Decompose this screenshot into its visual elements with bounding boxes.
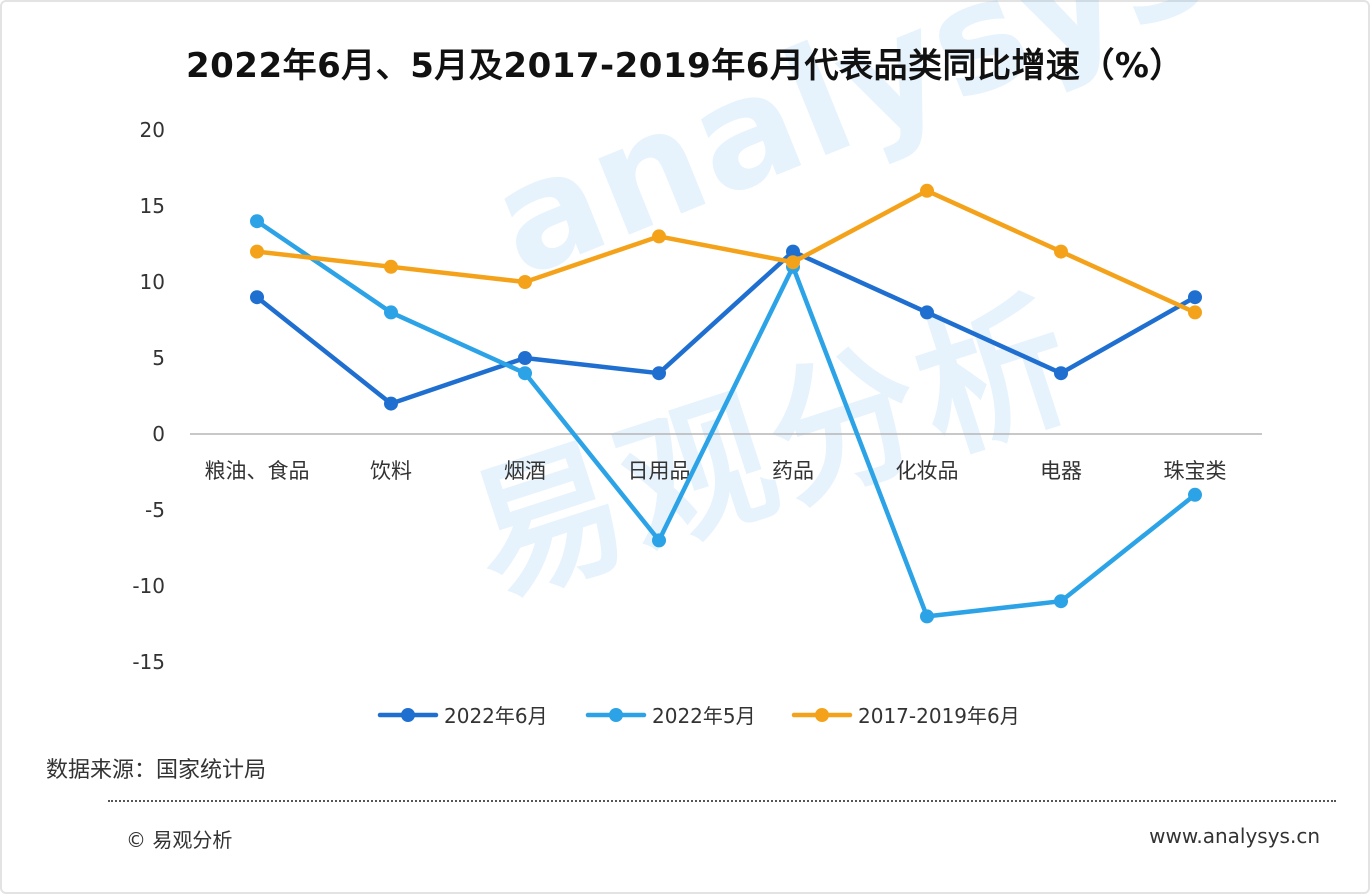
series-line-2: [254, 218, 1198, 619]
series-3-point: [786, 255, 800, 270]
series-1-point: [652, 366, 666, 381]
series-3-point: [250, 244, 264, 259]
series-1-point: [1188, 290, 1202, 305]
legend-swatch-point: [815, 708, 829, 722]
website-link[interactable]: www.analysys.cn: [1149, 824, 1320, 848]
y-tick-label: -15: [132, 650, 165, 674]
series-2-point: [250, 214, 264, 229]
series-2-point: [920, 609, 934, 624]
x-tick-label: 烟酒: [504, 459, 546, 483]
x-tick-label: 药品: [772, 459, 814, 483]
y-tick-label: 15: [140, 194, 165, 218]
chart-title: 2022年6月、5月及2017-2019年6月代表品类同比增速（%）: [185, 46, 1185, 86]
series-2-point: [652, 533, 666, 548]
y-tick-label: 0: [152, 422, 165, 446]
y-tick-label: 10: [140, 270, 165, 294]
x-tick-label: 日用品: [628, 459, 691, 483]
series-2-point: [518, 366, 532, 381]
series-line-3: [254, 188, 1198, 315]
series-3-point: [518, 275, 532, 289]
legend-label: 2022年6月: [444, 704, 548, 728]
series-2-point: [384, 305, 398, 320]
series-1-point: [384, 396, 398, 411]
copyright: © 易观分析: [126, 828, 233, 852]
series-3-point: [1188, 305, 1202, 320]
footer-divider: [108, 800, 1336, 802]
legend-swatch-point: [609, 708, 623, 722]
series-1-point: [920, 305, 934, 320]
x-tick-label: 饮料: [370, 459, 412, 483]
legend-swatch-point: [401, 708, 415, 722]
series-3-point: [920, 183, 934, 198]
x-tick-label: 电器: [1040, 459, 1082, 483]
x-tick-label: 粮油、食品: [205, 459, 310, 483]
series-3-point: [1054, 244, 1068, 259]
y-tick-label: 20: [140, 118, 165, 142]
x-tick-label: 化妆品: [896, 459, 959, 483]
series-2-point: [1188, 487, 1202, 502]
series-line-1: [254, 249, 1198, 406]
x-tick-label: 珠宝类: [1164, 459, 1227, 483]
series-1-point: [786, 244, 800, 259]
series-3-point: [652, 229, 666, 244]
y-tick-label: -10: [132, 574, 165, 598]
y-tick-label: 5: [152, 346, 165, 370]
series-2-point: [1054, 594, 1068, 609]
legend-label: 2022年5月: [652, 704, 756, 728]
y-tick-label: -5: [145, 498, 165, 522]
series-3-point: [384, 259, 398, 274]
data-source: 数据来源：国家统计局: [46, 758, 267, 783]
series-1-point: [250, 290, 264, 305]
series-1-point: [1054, 366, 1068, 381]
series-1-point: [518, 351, 532, 365]
legend-label: 2017-2019年6月: [858, 704, 1020, 728]
